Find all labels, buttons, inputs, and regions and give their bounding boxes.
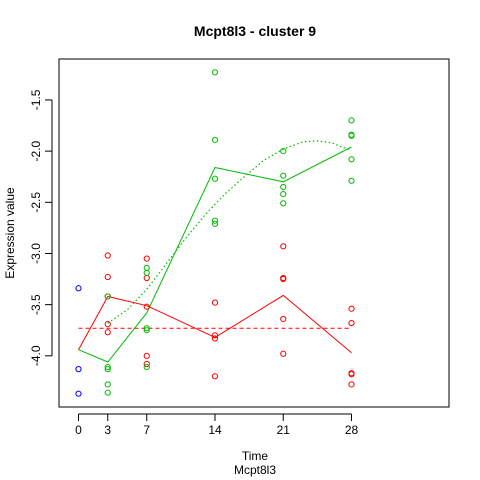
y-tick-label: -1.5 — [29, 89, 43, 110]
y-tick-label: -2.0 — [29, 140, 43, 161]
green-data-point — [280, 172, 287, 179]
red-data-point — [211, 299, 219, 306]
green-data-point — [348, 156, 355, 163]
green-data-point — [280, 200, 287, 207]
green-data-point — [348, 117, 355, 124]
green-data-point — [280, 148, 287, 155]
green-mean-line — [78, 146, 352, 363]
red-data-point — [348, 319, 355, 327]
y-tick-label: -3.0 — [29, 243, 43, 264]
y-axis: -4.0 -3.5 -3.0 -2.5 -2.0 -1.5 — [29, 89, 53, 366]
green-data-point — [143, 264, 150, 271]
green-data-point — [104, 363, 111, 371]
plot-frame — [58, 58, 450, 408]
red-mean-line — [78, 294, 352, 354]
green-data-point — [211, 175, 219, 182]
x-tick-label: 7 — [143, 423, 150, 437]
green-data-point — [104, 389, 111, 396]
green-data-point — [143, 325, 150, 332]
x-tick-label: 21 — [277, 423, 291, 437]
red-data-point — [211, 332, 219, 339]
y-tick-label: -3.5 — [29, 294, 43, 315]
x-axis-sublabel: Mcpt8l3 — [234, 463, 276, 477]
red-data-point — [104, 273, 111, 281]
red-data-point — [104, 329, 111, 336]
x-axis: 0 3 7 14 21 28 — [75, 413, 359, 437]
green-data-point — [143, 269, 150, 277]
chart-title: Mcpt8l3 - cluster 9 — [194, 23, 316, 39]
red-data-point — [280, 243, 287, 250]
x-tick-label: 28 — [345, 423, 359, 437]
red-data-point — [348, 371, 355, 378]
green-data-point — [348, 132, 355, 139]
y-tick-label: -4.0 — [29, 345, 43, 366]
red-data-point — [280, 315, 287, 323]
red-data-point — [104, 252, 111, 259]
red-data-point — [211, 335, 219, 342]
y-axis-label: Expression value — [3, 187, 17, 279]
red-data-point — [143, 255, 150, 262]
series-layer — [75, 69, 355, 397]
red-data-point — [280, 275, 287, 283]
red-data-point — [143, 352, 150, 359]
red-data-point — [211, 373, 219, 380]
red-data-point — [348, 305, 355, 312]
x-tick-label: 3 — [104, 423, 111, 437]
red-data-point — [280, 350, 287, 357]
x-tick-label: 0 — [75, 423, 82, 437]
green-data-point — [211, 136, 219, 143]
red-data-point — [348, 381, 355, 388]
blue-data-point — [75, 390, 82, 397]
green-data-point — [104, 381, 111, 388]
red-data-point — [143, 360, 150, 368]
green-data-point — [143, 327, 150, 334]
blue-data-point — [75, 366, 82, 373]
green-data-point — [211, 69, 219, 76]
green-data-point — [143, 363, 150, 371]
green-data-point — [211, 220, 219, 227]
red-data-point — [104, 320, 111, 328]
y-tick-label: -2.5 — [29, 192, 43, 213]
blue-data-point — [75, 285, 82, 292]
red-data-point — [143, 274, 150, 282]
green-data-point — [104, 366, 111, 373]
green-data-point — [211, 217, 219, 224]
green-data-point — [280, 191, 287, 198]
x-tick-label: 14 — [208, 423, 222, 437]
green-data-point — [104, 293, 111, 300]
green-data-point — [348, 177, 355, 184]
x-axis-label: Time — [242, 449, 269, 463]
green-data-point — [280, 183, 287, 191]
red-data-point — [143, 303, 150, 310]
fit-curve — [107, 140, 352, 324]
